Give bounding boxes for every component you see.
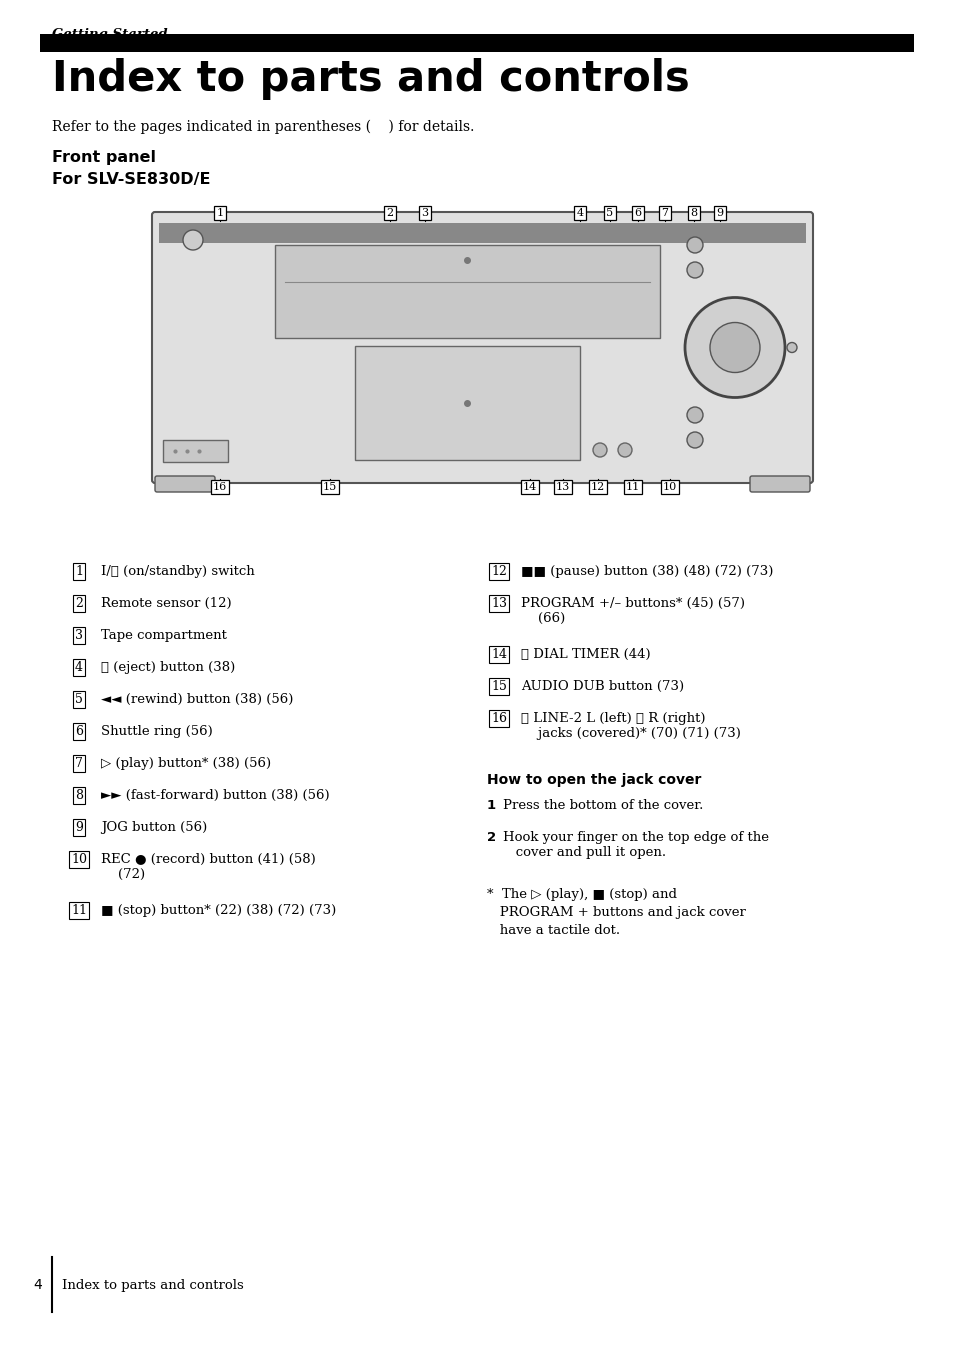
- Text: Press the bottom of the cover.: Press the bottom of the cover.: [502, 799, 702, 813]
- Text: I/⏻ (on/standby) switch: I/⏻ (on/standby) switch: [101, 565, 254, 579]
- Text: ►► (fast-forward) button (38) (56): ►► (fast-forward) button (38) (56): [101, 790, 330, 802]
- Text: Shuttle ring (56): Shuttle ring (56): [101, 725, 213, 738]
- Text: 6: 6: [634, 208, 640, 218]
- Text: 9: 9: [75, 821, 83, 834]
- Text: AUDIO DUB button (73): AUDIO DUB button (73): [520, 680, 683, 694]
- Text: 14: 14: [522, 483, 537, 492]
- Text: For SLV-SE830D/E: For SLV-SE830D/E: [52, 172, 211, 187]
- Text: 4: 4: [75, 661, 83, 675]
- Text: Index to parts and controls: Index to parts and controls: [52, 58, 689, 100]
- Text: 10: 10: [662, 483, 677, 492]
- Text: 10: 10: [71, 853, 87, 867]
- Text: 6: 6: [75, 725, 83, 738]
- Text: Refer to the pages indicated in parentheses (    ) for details.: Refer to the pages indicated in parenthe…: [52, 120, 474, 134]
- Text: 7: 7: [660, 208, 668, 218]
- Bar: [40, 34, 913, 51]
- Text: 5: 5: [75, 694, 83, 706]
- Text: 12: 12: [590, 483, 604, 492]
- Text: Getting Started: Getting Started: [52, 28, 168, 41]
- FancyBboxPatch shape: [152, 212, 812, 483]
- Circle shape: [685, 326, 709, 350]
- Text: 16: 16: [491, 713, 506, 725]
- Text: ≣ (eject) button (38): ≣ (eject) button (38): [101, 661, 235, 675]
- Text: 3: 3: [75, 629, 83, 642]
- Text: 2: 2: [486, 831, 496, 845]
- Text: 15: 15: [491, 680, 506, 694]
- Text: 16: 16: [213, 483, 227, 492]
- Bar: [274, 245, 659, 338]
- Text: 8: 8: [690, 208, 697, 218]
- Circle shape: [686, 407, 702, 423]
- Text: 3: 3: [421, 208, 428, 218]
- Text: 1: 1: [216, 208, 223, 218]
- Text: PROGRAM +/– buttons* (45) (57)
    (66): PROGRAM +/– buttons* (45) (57) (66): [520, 598, 744, 625]
- Circle shape: [684, 297, 784, 397]
- Text: ■■ (pause) button (38) (48) (72) (73): ■■ (pause) button (38) (48) (72) (73): [520, 565, 773, 579]
- Circle shape: [593, 443, 606, 457]
- Circle shape: [686, 433, 702, 448]
- Text: 12: 12: [491, 565, 506, 579]
- Text: 1: 1: [486, 799, 496, 813]
- FancyBboxPatch shape: [749, 476, 809, 492]
- Circle shape: [686, 262, 702, 279]
- Text: 13: 13: [556, 483, 570, 492]
- Text: Front panel: Front panel: [52, 150, 156, 165]
- Text: How to open the jack cover: How to open the jack cover: [486, 773, 700, 787]
- Text: 2: 2: [386, 208, 394, 218]
- Text: ⭘ DIAL TIMER (44): ⭘ DIAL TIMER (44): [520, 648, 650, 661]
- Text: REC ● (record) button (41) (58)
    (72): REC ● (record) button (41) (58) (72): [101, 853, 315, 882]
- Text: 1: 1: [75, 565, 83, 579]
- Text: 14: 14: [491, 648, 506, 661]
- Circle shape: [183, 230, 203, 250]
- Text: 13: 13: [491, 598, 506, 610]
- Circle shape: [786, 342, 796, 353]
- Circle shape: [618, 443, 631, 457]
- Text: Tape compartment: Tape compartment: [101, 629, 227, 642]
- Text: ◄◄ (rewind) button (38) (56): ◄◄ (rewind) button (38) (56): [101, 694, 294, 706]
- Text: 5: 5: [606, 208, 613, 218]
- Text: 2: 2: [75, 598, 83, 610]
- FancyBboxPatch shape: [154, 476, 214, 492]
- Text: 9: 9: [716, 208, 722, 218]
- Text: 4: 4: [576, 208, 583, 218]
- Text: ⭘ LINE-2 L (left) ⭘ R (right)
    jacks (covered)* (70) (71) (73): ⭘ LINE-2 L (left) ⭘ R (right) jacks (cov…: [520, 713, 740, 740]
- Circle shape: [686, 237, 702, 253]
- Text: ▷ (play) button* (38) (56): ▷ (play) button* (38) (56): [101, 757, 271, 771]
- Text: Hook your finger on the top edge of the
   cover and pull it open.: Hook your finger on the top edge of the …: [502, 831, 768, 860]
- Text: 11: 11: [71, 904, 87, 917]
- Text: JOG button (56): JOG button (56): [101, 821, 207, 834]
- Bar: [159, 223, 805, 243]
- Text: *  The ▷ (play), ■ (stop) and
   PROGRAM + buttons and jack cover
   have a tact: * The ▷ (play), ■ (stop) and PROGRAM + b…: [486, 888, 745, 937]
- Text: 8: 8: [75, 790, 83, 802]
- Text: Index to parts and controls: Index to parts and controls: [62, 1279, 244, 1291]
- Text: Remote sensor (12): Remote sensor (12): [101, 598, 232, 610]
- Bar: [163, 439, 228, 462]
- Text: 11: 11: [625, 483, 639, 492]
- Text: ■ (stop) button* (22) (38) (72) (73): ■ (stop) button* (22) (38) (72) (73): [101, 904, 335, 917]
- Text: 4: 4: [33, 1278, 42, 1293]
- Text: 7: 7: [75, 757, 83, 771]
- Text: 15: 15: [322, 483, 336, 492]
- Bar: [355, 346, 579, 460]
- Circle shape: [709, 323, 760, 373]
